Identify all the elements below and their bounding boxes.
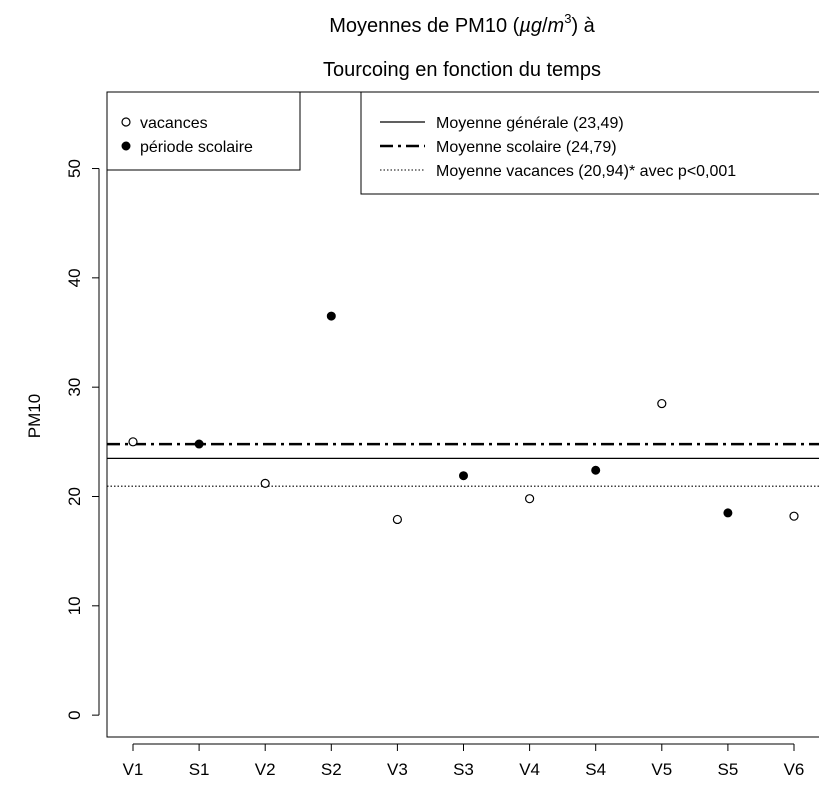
data-point-V5 (657, 398, 667, 409)
x-tick-label: V5 (651, 760, 672, 779)
x-tick-label: S5 (718, 760, 739, 779)
y-tick-label: 20 (65, 487, 84, 506)
data-point-V2 (260, 478, 270, 488)
data-point-S1 (194, 439, 204, 449)
x-tick-label: V2 (255, 760, 276, 779)
legend-item-moyenne-generale: Moyenne générale (23,49) (436, 115, 624, 132)
x-tick-label: S3 (453, 760, 474, 779)
data-point-V4 (524, 494, 535, 504)
reference-lines (107, 442, 819, 487)
x-tick-label: V3 (387, 760, 408, 779)
line-legend-box (360, 91, 819, 195)
data-point-V6 (789, 511, 799, 521)
y-axis-label: PM10 (25, 394, 44, 438)
y-tick-label: 50 (65, 159, 84, 178)
legend-item-moyenne-scolaire: Moyenne scolaire (24,79) (436, 139, 617, 156)
x-tick-label: V6 (784, 760, 805, 779)
x-axis: V1 S1 V2 S2 V3 S3 V4 S4 V5 S5 V6 (123, 743, 805, 779)
data-point-V3 (392, 514, 402, 525)
data-point-V1 (128, 437, 138, 447)
x-tick-label: S2 (321, 760, 342, 779)
data-point-S5 (723, 508, 733, 518)
point-legend: vacances période scolaire (106, 91, 301, 171)
x-tick-label: V1 (123, 760, 144, 779)
y-tick-label: 40 (65, 268, 84, 287)
legend-item-periode-scolaire: période scolaire (140, 139, 253, 156)
x-tick-label: S4 (585, 760, 606, 779)
y-tick-label: 10 (65, 596, 84, 615)
legend-filled-circle-marker (121, 141, 131, 151)
x-tick-label: V4 (519, 760, 540, 779)
legend-item-vacances: vacances (140, 115, 208, 132)
legend-item-moyenne-vacances: Moyenne vacances (20,94)* avec p<0,001 (436, 163, 736, 180)
chart-title-line2: Tourcoing en fonction du temps (323, 59, 601, 81)
data-points (128, 311, 799, 525)
y-axis: 0 10 20 30 40 50 (65, 159, 100, 720)
y-tick-label: 0 (65, 710, 84, 719)
x-tick-label: S1 (189, 760, 210, 779)
data-point-S4 (591, 465, 601, 475)
point-legend-box (106, 91, 301, 171)
legend-open-circle-marker (121, 117, 131, 127)
chart-title-line1: Moyennes de PM10 (µg/m3) à (329, 11, 595, 37)
line-legend: Moyenne générale (23,49) Moyenne scolair… (360, 91, 819, 195)
y-tick-label: 30 (65, 378, 84, 397)
data-point-S3 (459, 471, 468, 481)
data-point-S2 (326, 311, 336, 321)
